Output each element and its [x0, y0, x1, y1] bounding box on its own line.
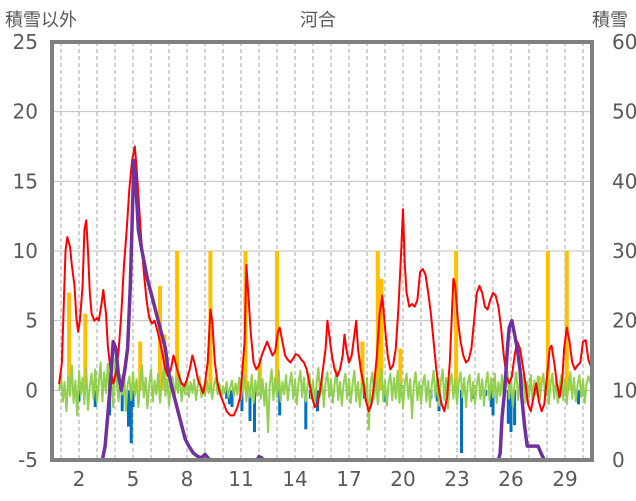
negative-bar: [127, 390, 130, 427]
y-tick-label-right: 60: [612, 30, 636, 54]
x-tick-label: 2: [73, 467, 86, 491]
negative-bar: [383, 390, 387, 402]
precipitation-bar: [83, 313, 88, 391]
y-axis-label-left: 積雪以外: [5, 10, 77, 31]
x-tick-label: 11: [228, 467, 253, 491]
y-axis-label-right: 積雪: [592, 10, 628, 31]
negative-bar: [131, 390, 135, 408]
precipitation-bar: [360, 341, 365, 391]
x-tick-label: 5: [127, 467, 140, 491]
y-tick-label-right: 40: [612, 169, 636, 193]
negative-bar: [225, 390, 229, 399]
chart-title: 河合: [300, 10, 336, 31]
y-tick-label-left: 15: [13, 169, 38, 193]
negative-bar: [304, 390, 308, 430]
negative-bar: [93, 390, 97, 408]
negative-bar: [129, 390, 133, 444]
y-tick-label-right: 20: [612, 309, 636, 333]
precipitation-bar: [379, 278, 384, 391]
negative-bar: [491, 390, 495, 416]
negative-bar: [513, 390, 517, 426]
y-tick-label-left: 10: [13, 239, 38, 263]
y-tick-label-left: 0: [25, 378, 38, 402]
precipitation-bar: [375, 251, 380, 391]
x-tick-label: 26: [498, 467, 523, 491]
x-tick-label: 20: [390, 467, 415, 491]
negative-bar: [240, 390, 244, 412]
x-tick-label: 14: [282, 467, 307, 491]
negative-bar: [278, 390, 282, 416]
precipitation-bar: [454, 251, 459, 391]
negative-bar: [460, 390, 463, 454]
negative-bar: [489, 390, 493, 408]
negative-bar: [253, 390, 256, 433]
y-tick-label-left: 5: [25, 309, 38, 333]
negative-bar: [506, 390, 510, 424]
precipitation-bar: [138, 341, 143, 391]
series-line-green: [58, 358, 593, 434]
x-tick-label: 17: [336, 467, 361, 491]
negative-bar: [577, 390, 580, 405]
negative-bar: [248, 390, 252, 421]
y-tick-label-right: 50: [612, 100, 636, 124]
plot-frame: [50, 40, 594, 462]
series-line-purple: [57, 158, 594, 462]
precipitation-bar: [275, 251, 279, 391]
negative-bar: [471, 390, 475, 399]
negative-bar: [120, 390, 124, 412]
precipitation-bar: [545, 251, 550, 391]
series-line-red: [58, 145, 593, 417]
y-tick-label-left: 25: [13, 30, 38, 54]
negative-bar: [435, 390, 439, 402]
negative-bar: [77, 390, 81, 402]
x-tick-label: 23: [444, 467, 469, 491]
y-tick-label-left: 20: [13, 100, 38, 124]
negative-bar: [509, 390, 513, 433]
y-tick-label-right: 10: [612, 378, 636, 402]
y-tick-label-left: -5: [18, 448, 38, 472]
x-tick-label: 29: [552, 467, 577, 491]
precipitation-bar: [175, 251, 180, 391]
precipitation-bar: [398, 348, 403, 391]
x-tick-label: 8: [181, 467, 194, 491]
y-tick-label-right: 0: [612, 448, 625, 472]
negative-bar: [230, 390, 234, 408]
precipitation-bar: [67, 292, 72, 391]
y-tick-label-right: 30: [612, 239, 636, 263]
precipitation-bar: [564, 251, 569, 391]
